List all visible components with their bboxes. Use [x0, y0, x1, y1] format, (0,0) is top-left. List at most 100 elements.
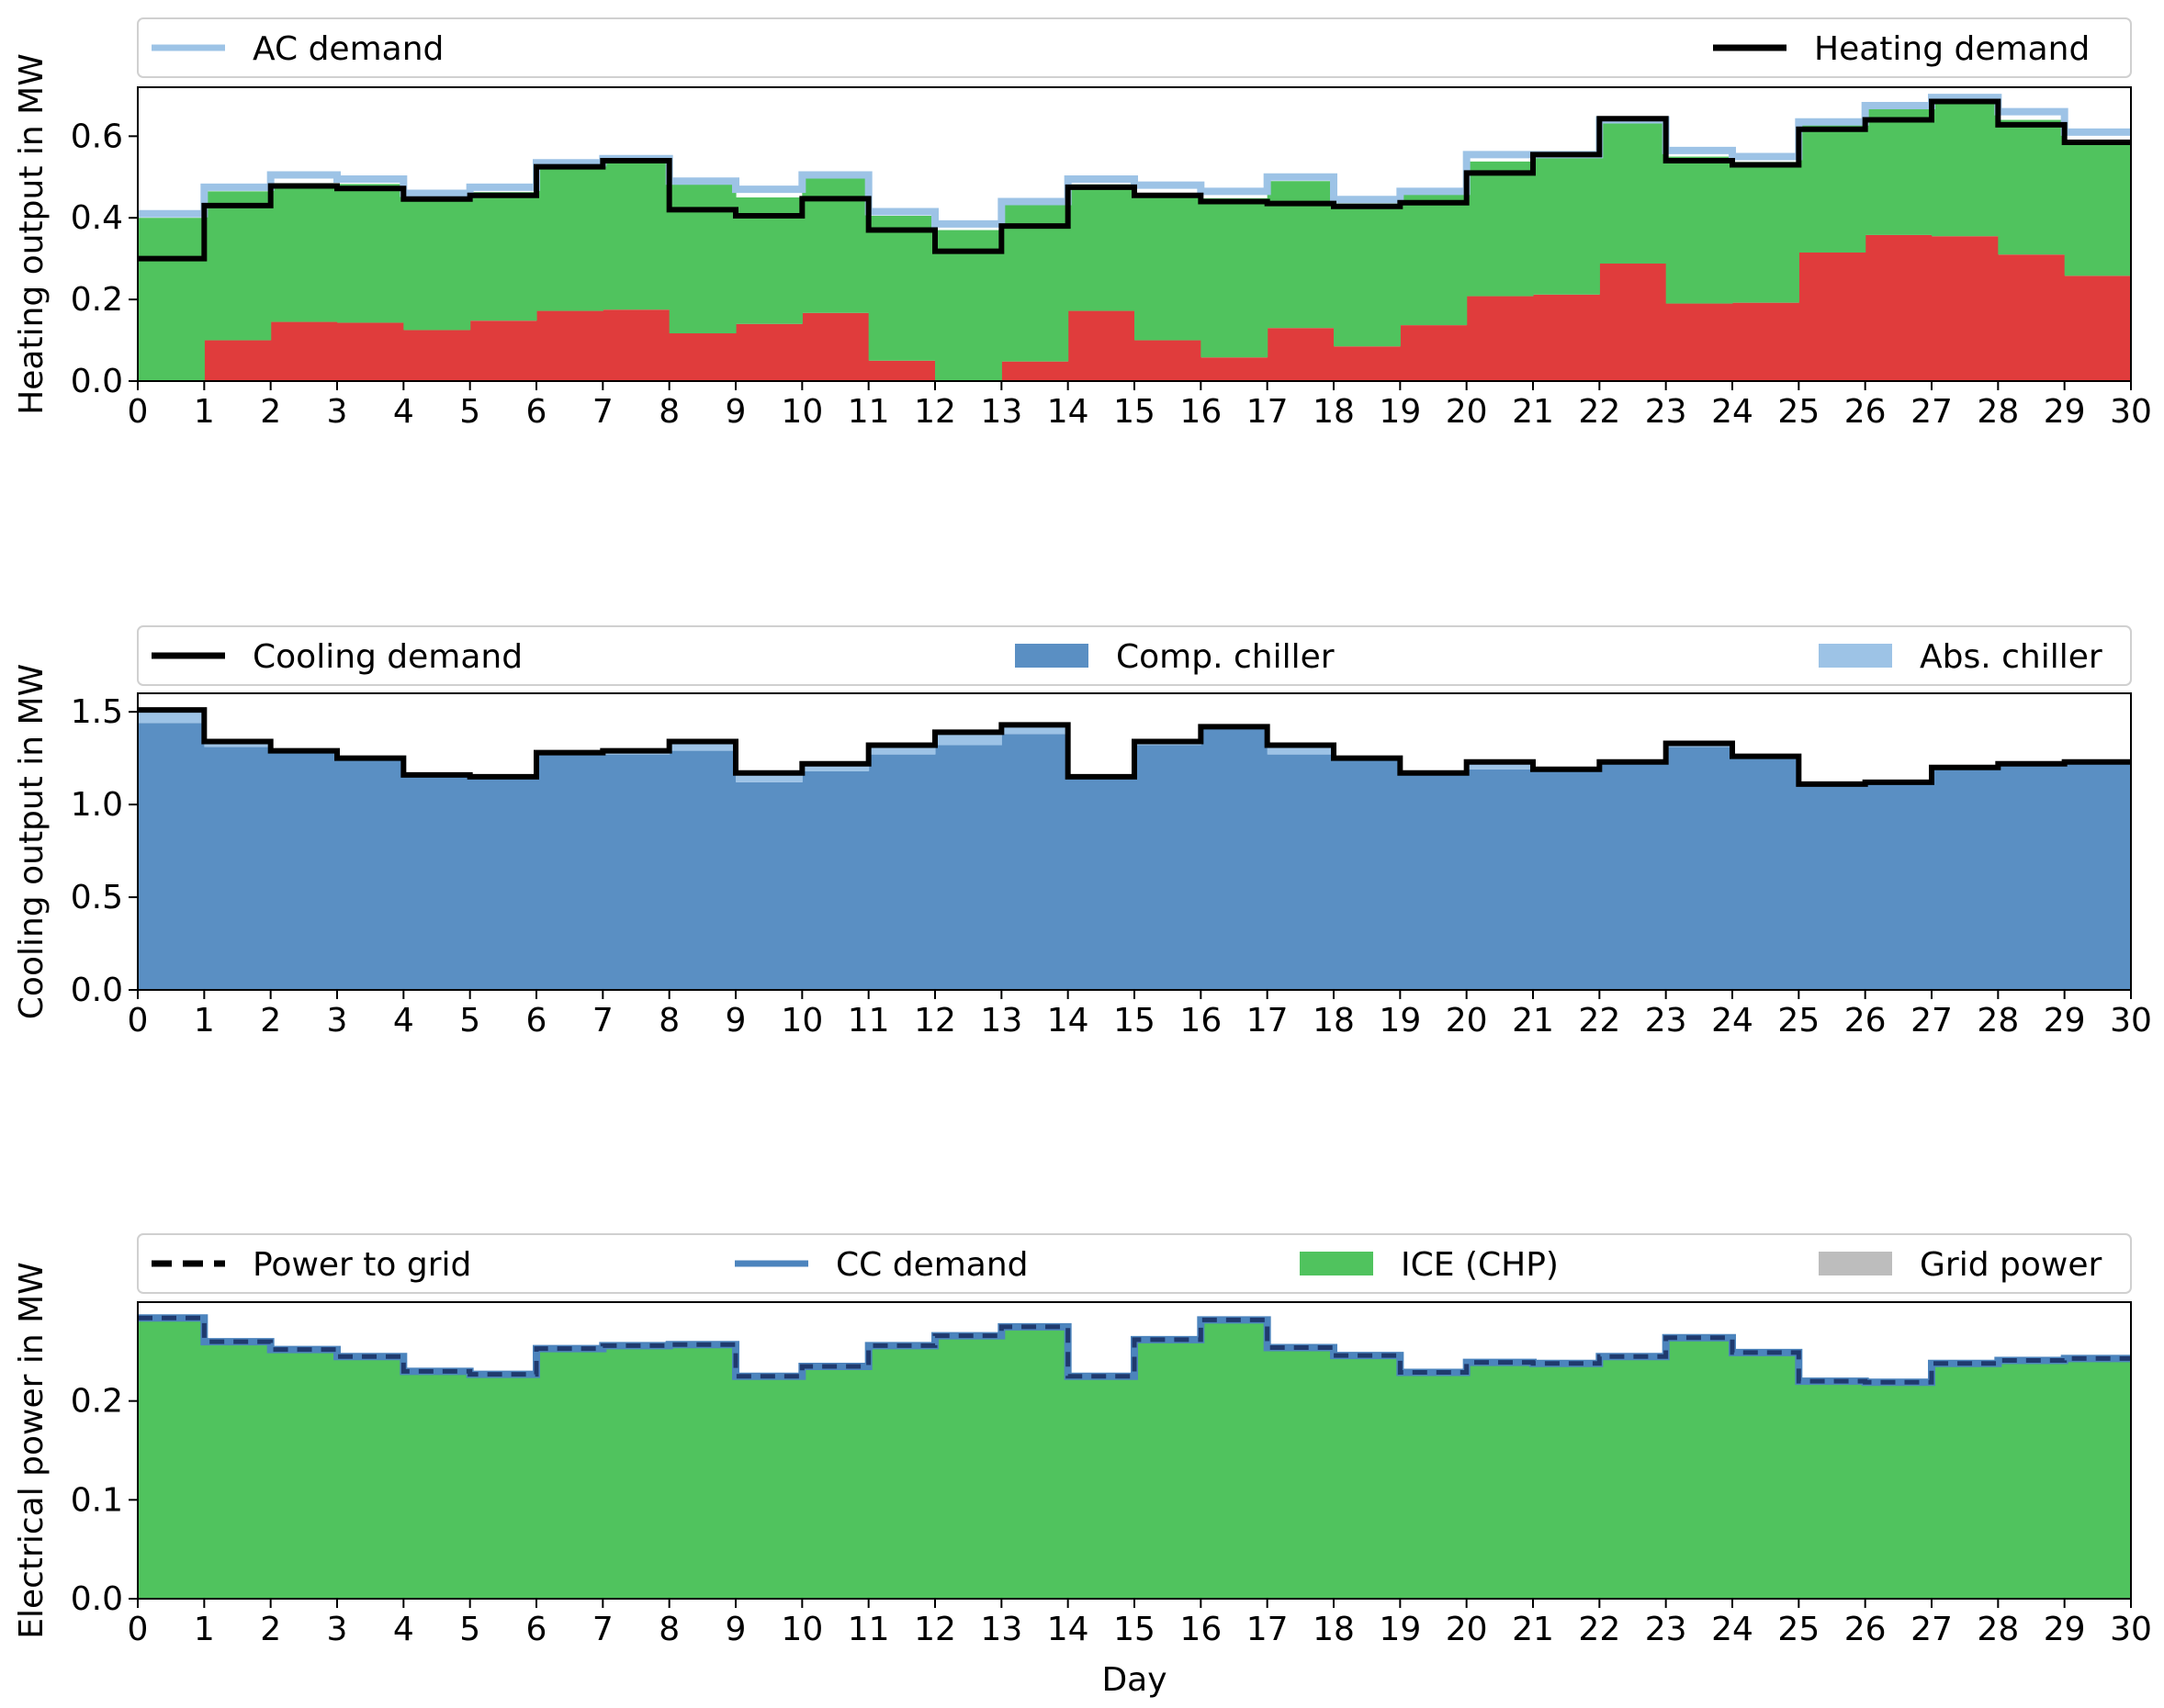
- bar-segment: [802, 1365, 870, 1599]
- bar-segment: [1998, 1360, 2066, 1599]
- x-tick-label: 29: [2044, 1002, 2086, 1039]
- x-tick-label: 3: [327, 393, 348, 431]
- bar-segment: [2064, 763, 2132, 990]
- y-tick-label: 0.5: [71, 879, 123, 916]
- x-tick-label: 15: [1113, 1611, 1155, 1648]
- bar-segment: [935, 1335, 1002, 1599]
- x-tick-label: 8: [659, 1002, 680, 1039]
- x-tick-label: 1: [194, 1002, 215, 1039]
- bar-segment: [2064, 142, 2132, 276]
- y-axis: 0.0 0.5 1.0 1.5: [71, 693, 138, 1009]
- bar-segment: [2064, 1358, 2132, 1599]
- subplot-1: 0 1 2 3 4 5 6 7 8 9 10 11 12 13 14 15 16 17 18 19 20 21 22 23 24…: [13, 17, 2152, 431]
- x-tick-label: 27: [1910, 393, 1953, 431]
- bar-segment: [204, 743, 272, 747]
- x-tick-label: 16: [1179, 393, 1222, 431]
- bar-segment: [1865, 1382, 1933, 1599]
- bar-segment: [1334, 759, 1401, 990]
- x-tick-label: 0: [128, 1002, 149, 1039]
- x-tick-label: 19: [1379, 1611, 1421, 1648]
- x-tick-label: 21: [1512, 393, 1554, 431]
- bar-segment: [1466, 1362, 1534, 1599]
- y-tick-label: 0.0: [71, 1580, 123, 1618]
- bar-segment: [1865, 234, 1933, 381]
- bar-segment: [669, 750, 737, 990]
- x-tick-label: 0: [128, 393, 149, 431]
- y-axis-label: Electrical power in MW: [13, 1262, 51, 1639]
- x-tick-label: 14: [1047, 1611, 1089, 1648]
- legend: AC demand Heating demand: [137, 17, 2132, 78]
- x-tick-label: 29: [2044, 1611, 2086, 1648]
- x-tick-label: 28: [1977, 1002, 2019, 1039]
- bar-segment: [1998, 254, 2066, 381]
- bar-segment: [868, 754, 936, 990]
- x-tick-label: 13: [980, 1002, 1022, 1039]
- x-tick-label: 18: [1313, 1002, 1355, 1039]
- stack-series-ice-chp-: [138, 1318, 2132, 1599]
- bar-segment: [536, 163, 603, 311]
- bar-segment: [1932, 103, 1999, 237]
- bar-segment: [469, 1374, 537, 1599]
- bar-segment: [1865, 781, 1933, 990]
- bar-segment: [1599, 763, 1667, 990]
- x-tick-label: 30: [2110, 1002, 2152, 1039]
- x-tick-label: 14: [1047, 393, 1089, 431]
- bar-segment: [1732, 302, 1799, 381]
- bar-segment: [669, 184, 737, 333]
- bar-segment: [1400, 325, 1468, 381]
- legend-label: Grid power: [1920, 1246, 2102, 1284]
- legend-label: Comp. chiller: [1116, 638, 1335, 676]
- bar-segment: [1067, 184, 1135, 311]
- x-tick-label: 2: [260, 1002, 281, 1039]
- x-tick-label: 5: [459, 1002, 480, 1039]
- stack-series-1: [204, 234, 2132, 381]
- bar-segment: [204, 340, 272, 381]
- bar-segment: [1665, 303, 1733, 381]
- x-tick-label: 23: [1645, 1002, 1687, 1039]
- legend-label: AC demand: [253, 30, 444, 68]
- bar-segment: [1067, 778, 1135, 990]
- bar-segment: [1599, 122, 1667, 264]
- bar-segment: [1267, 754, 1335, 990]
- bar-segment: [669, 1344, 737, 1599]
- bar-segment: [1001, 734, 1069, 990]
- x-tick-label: 2: [260, 393, 281, 431]
- bar-segment: [603, 754, 671, 990]
- bar-segment: [469, 320, 537, 381]
- x-tick-label: 8: [659, 393, 680, 431]
- bar-segment: [1001, 361, 1069, 381]
- x-tick-label: 7: [592, 1611, 614, 1648]
- x-tick-label: 12: [914, 393, 956, 431]
- bar-segment: [536, 310, 603, 381]
- stack-series-comp-chiller: [138, 723, 2132, 990]
- bar-segment: [935, 230, 1002, 381]
- bar-segment: [403, 197, 471, 331]
- bar-segment: [138, 1318, 205, 1599]
- x-tick-label: 29: [2044, 393, 2086, 431]
- bar-segment: [868, 216, 936, 361]
- x-tick-label: 25: [1777, 393, 1820, 431]
- x-tick-label: 28: [1977, 1611, 2019, 1648]
- line-cc-demand: [138, 1314, 2131, 1387]
- bar-segment: [1732, 162, 1799, 303]
- x-tick-label: 22: [1578, 393, 1620, 431]
- line-cooling-demand: [138, 707, 2131, 787]
- bar-segment: [138, 218, 205, 381]
- bar-segment: [1334, 1355, 1401, 1599]
- bar-segment: [403, 1371, 471, 1599]
- legend-label: Cooling demand: [253, 638, 523, 676]
- bar-segment: [1466, 296, 1534, 381]
- bar-segment: [1334, 346, 1401, 381]
- legend-label: Abs. chiller: [1920, 638, 2102, 676]
- bar-segment: [1798, 1381, 1866, 1599]
- x-tick-label: 19: [1379, 393, 1421, 431]
- bar-segment: [1466, 769, 1534, 990]
- legend: Cooling demand Comp. chiller Abs. chiller: [137, 625, 2132, 686]
- x-tick-label: 10: [781, 1611, 823, 1648]
- x-tick-label: 13: [980, 1611, 1022, 1648]
- x-tick-label: 17: [1246, 1611, 1289, 1648]
- x-tick-label: 26: [1844, 393, 1887, 431]
- legend-patch: [1819, 1252, 1892, 1275]
- bar-segment: [603, 1345, 671, 1599]
- y-tick-label: 0.2: [71, 281, 123, 319]
